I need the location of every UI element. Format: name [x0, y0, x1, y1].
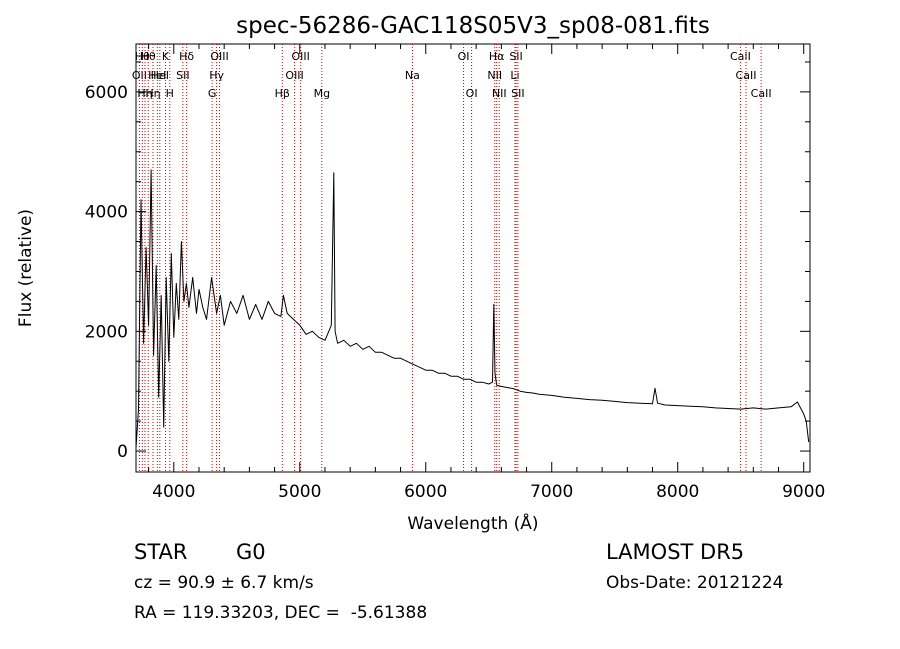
redshift-cz: cz = 90.9 ± 6.7 km/s	[134, 573, 314, 593]
spectral-line-label: Hθ	[141, 50, 156, 63]
axis-ticks: 4000 5000 6000 7000 8000 9000 0 2000 4000 6000	[85, 44, 825, 502]
spectral-line-label: Hα	[489, 50, 505, 63]
spectral-line-label: OII	[132, 69, 147, 82]
spectrum-series-line	[135, 169, 810, 449]
coordinates: RA = 119.33203, DEC = -5.61388	[134, 603, 428, 623]
spectral-line-label: SII	[511, 87, 524, 100]
spectral-line-label: NII	[487, 69, 502, 82]
x-tick-label: 6000	[404, 482, 447, 502]
y-tick-label: 0	[117, 442, 128, 462]
spectral-line-label: OIII	[291, 50, 309, 63]
y-tick-label: 4000	[85, 203, 128, 223]
spectral-line-label: Na	[405, 69, 420, 82]
spectral-line-label: Hβ	[275, 87, 290, 100]
x-axis-label: Wavelength (Å)	[407, 512, 538, 534]
spectral-line-label: H	[166, 87, 174, 100]
spectral-line-label: Hγ	[209, 69, 224, 82]
x-tick-label: 8000	[656, 482, 699, 502]
chart-title: spec-56286-GAC118S05V3_sp08-081.fits	[236, 13, 710, 39]
spectral-line-label: SII	[176, 69, 189, 82]
x-tick-label: 9000	[782, 482, 825, 502]
spectral-line-label: OI	[466, 87, 478, 100]
x-tick-label: 7000	[530, 482, 573, 502]
spectral-line-label: CaII	[730, 50, 751, 63]
spectral-line-label: HeI	[151, 69, 169, 82]
spectral-line-label: K	[162, 50, 170, 63]
spectral-line-label: Hη	[137, 87, 152, 100]
survey-name: LAMOST DR5	[606, 540, 745, 564]
observation-date: Obs-Date: 20121224	[606, 573, 784, 593]
object-class: STAR	[134, 540, 188, 564]
plot-frame	[135, 43, 811, 473]
spectral-line-label: Li	[510, 69, 519, 82]
series-group	[135, 169, 810, 449]
spectral-line-label: G	[208, 87, 217, 100]
spectral-line-label: SII	[509, 50, 522, 63]
spectral-line-label: Hη	[145, 87, 160, 100]
x-tick-label: 5000	[278, 482, 321, 502]
spectral-line-label: NII	[492, 87, 507, 100]
spectral-line-label: HeI	[148, 69, 166, 82]
line-markers: OIIHθHηHθHηHeIHeIKHHδSIIGHγOIIIHβOIIIOII…	[132, 44, 772, 472]
y-tick-label: 2000	[85, 322, 128, 342]
spectral-line-label: CaII	[736, 69, 757, 82]
x-tick-label: 4000	[152, 482, 195, 502]
spectral-line-label: OI	[458, 50, 470, 63]
spectral-line-label: Hδ	[179, 50, 194, 63]
y-axis-label: Flux (relative)	[16, 209, 36, 327]
y-tick-label: 6000	[85, 83, 128, 103]
spectral-line-label: Mg	[314, 87, 330, 100]
spectral-line-label: CaII	[751, 87, 772, 100]
object-subclass: G0	[236, 540, 266, 564]
spectral-line-label: Hθ	[135, 50, 150, 63]
spectral-line-label: OIII	[210, 50, 228, 63]
spectral-line-label: OIII	[285, 69, 303, 82]
